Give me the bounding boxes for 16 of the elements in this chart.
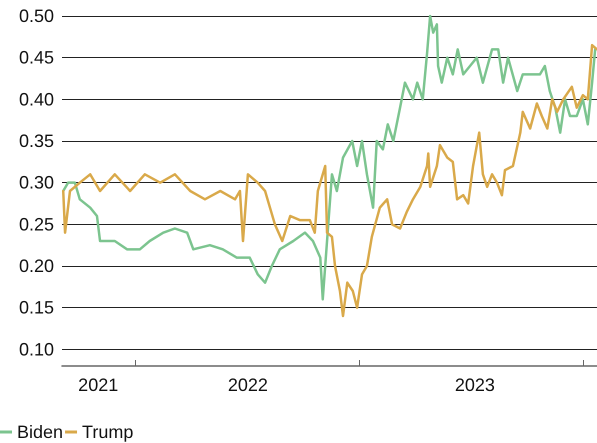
legend-label: Trump: [82, 422, 134, 442]
x-tick-label: 2021: [78, 375, 118, 395]
line-series: [62, 44, 597, 318]
y-tick-label: 0.50: [18, 6, 54, 26]
y-tick-label: 0.20: [18, 256, 54, 276]
y-tick-label: 0.15: [18, 298, 54, 318]
y-tick-label: 0.45: [18, 48, 54, 68]
x-tick-label: 2023: [454, 375, 495, 395]
line-series: [62, 14, 596, 301]
y-tick-label: 0.40: [18, 89, 54, 110]
y-tick-label: 0.10: [18, 339, 54, 360]
y-tick-label: 0.30: [18, 172, 54, 193]
y-tick-label: 0.35: [18, 131, 54, 151]
legend-label: Biden: [17, 422, 64, 442]
x-tick-label: 2022: [228, 375, 268, 395]
y-tick-label: 0.25: [18, 214, 54, 234]
